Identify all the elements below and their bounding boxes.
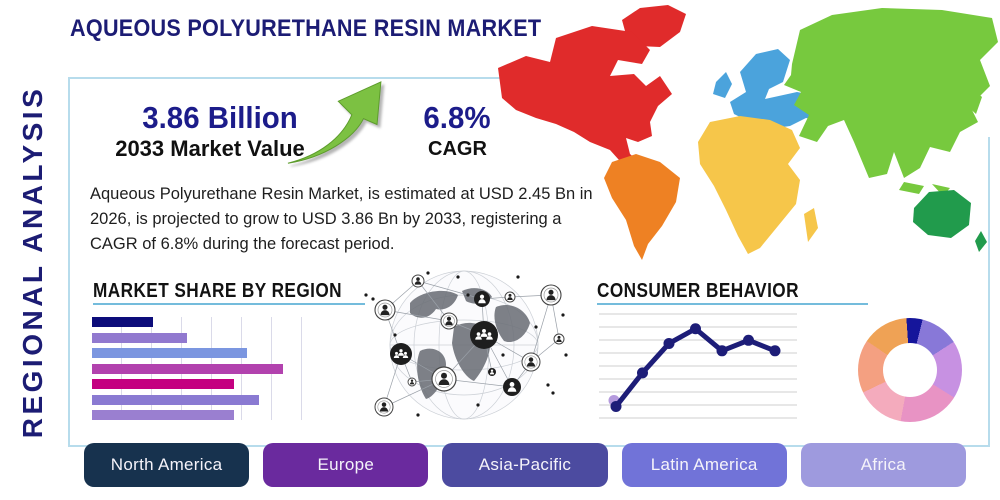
network-dots — [364, 271, 568, 417]
region-button-asia-pacific[interactable]: Asia-Pacific — [442, 443, 608, 487]
growth-arrow-icon — [287, 81, 382, 164]
region-button-latin-america[interactable]: Latin America — [621, 443, 787, 487]
bar-5 — [92, 379, 235, 389]
region-buttons: North America Europe Asia-Pacific Latin Ame… — [84, 443, 967, 487]
data-point-6 — [743, 334, 754, 346]
island-japan — [966, 88, 982, 114]
continent-australia — [913, 190, 971, 238]
region-button-europe[interactable]: Europe — [263, 443, 429, 487]
network-user-nodes — [374, 274, 565, 417]
market-description: Aqueous Polyurethane Resin Market, is es… — [90, 185, 593, 254]
data-point-4 — [690, 323, 701, 335]
bar-1 — [92, 317, 154, 327]
data-point-5 — [716, 345, 728, 357]
continent-south-america — [604, 154, 680, 260]
island-new-zealand — [975, 231, 987, 252]
data-point-1 — [610, 400, 622, 412]
content-box-border-right — [988, 137, 990, 447]
line-chart-title: CONSUMER BEHAVIOR — [597, 280, 799, 302]
market-value-caption: 2033 Market Value — [115, 136, 305, 161]
network-links — [383, 280, 560, 408]
data-point-2 — [637, 367, 648, 379]
island-madagascar — [804, 208, 818, 242]
regional-donut-chart — [858, 318, 962, 422]
data-point-7 — [769, 345, 781, 357]
side-vertical-label: REGIONAL ANALYSIS — [17, 85, 48, 439]
continent-europe-uk — [713, 72, 732, 98]
users-group-icon — [470, 321, 498, 349]
content-box-border-top — [68, 77, 506, 79]
bar-2 — [92, 332, 188, 343]
continent-greenland — [622, 5, 686, 47]
market-value-stat: 3.86 Billion — [142, 100, 298, 135]
bar-3 — [92, 348, 247, 358]
bar-6 — [92, 394, 260, 405]
continent-north-america — [498, 26, 672, 182]
globe-network-graphic — [364, 270, 568, 420]
consumer-behavior-line-chart — [599, 313, 797, 419]
continent-africa — [698, 116, 800, 254]
region-button-africa[interactable]: Africa — [800, 443, 967, 487]
continent-asia — [784, 8, 998, 178]
content-box-border-left — [68, 77, 70, 447]
users-group-icon — [390, 343, 412, 365]
bar-7 — [92, 410, 235, 420]
cagr-stat: 6.8% — [423, 100, 491, 135]
bar-chart-title-underline — [93, 303, 365, 305]
cagr-caption: CAGR — [428, 138, 487, 160]
line-chart-title-underline — [597, 303, 868, 305]
world-map — [498, 5, 998, 260]
market-share-bar-chart — [92, 317, 304, 420]
bar-4 — [92, 363, 283, 374]
page-title: AQUEOUS POLYURETHANE RESIN MARKET — [70, 15, 542, 42]
region-button-north-america[interactable]: North America — [84, 443, 250, 487]
islands-indonesia — [899, 182, 950, 196]
bar-chart-title: MARKET SHARE BY REGION — [93, 280, 343, 302]
data-point-3 — [663, 337, 675, 349]
